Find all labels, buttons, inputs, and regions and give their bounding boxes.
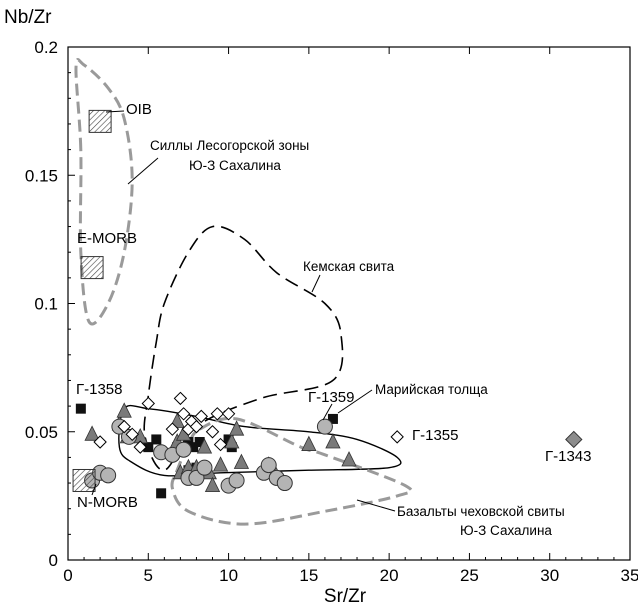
label-oib: OIB bbox=[126, 101, 152, 118]
marker-triangle bbox=[224, 433, 240, 449]
leader-kemskaya bbox=[311, 274, 321, 293]
x-tick-label: 25 bbox=[460, 566, 479, 585]
x-axis-label: Sr/Zr bbox=[324, 586, 367, 605]
marker-circle bbox=[196, 459, 213, 476]
leader-oib bbox=[105, 110, 125, 113]
marker-open-diamond bbox=[173, 391, 188, 406]
marker-hatched-square bbox=[72, 468, 96, 492]
marker-open-diamond bbox=[141, 396, 155, 411]
leader-basalts bbox=[356, 499, 396, 512]
marker-open-diamond bbox=[176, 407, 191, 421]
label-g1359: Г-1359 bbox=[308, 389, 355, 406]
marker-open-diamond bbox=[205, 425, 220, 439]
marker-circle bbox=[260, 457, 277, 474]
marker-triangle bbox=[301, 435, 317, 451]
marker-triangle bbox=[84, 425, 100, 441]
marker-open-diamond bbox=[221, 407, 236, 421]
label-g1358: Г-1358 bbox=[76, 381, 123, 398]
y-tick-label: 0.1 bbox=[34, 295, 58, 314]
marker-hatched-square bbox=[88, 109, 112, 133]
label-basalts-1: Базальты чеховской свиты bbox=[397, 504, 565, 519]
label-basalts-2: Ю-З Сахалина bbox=[460, 523, 552, 538]
marker-square bbox=[143, 442, 154, 453]
x-tick-label: 10 bbox=[219, 566, 238, 585]
marker-open-diamond bbox=[125, 427, 139, 442]
field-outline-4 bbox=[170, 416, 413, 526]
marker-triangle bbox=[325, 433, 341, 449]
x-tick-label: 5 bbox=[144, 566, 153, 585]
marker-square bbox=[194, 437, 205, 448]
data-markers bbox=[72, 109, 583, 499]
x-tick-label: 15 bbox=[299, 566, 318, 585]
marker-circle bbox=[228, 472, 245, 489]
marker-open-diamond bbox=[117, 419, 131, 434]
x-tick-label: 35 bbox=[621, 566, 638, 585]
marker-triangle bbox=[233, 453, 250, 469]
label-nmorb: N-MORB bbox=[77, 494, 138, 511]
marker-triangle bbox=[228, 420, 245, 436]
y-axis-label: Nb/Zr bbox=[4, 7, 52, 28]
y-tick-label: 0.05 bbox=[25, 423, 58, 442]
leader-nmorb bbox=[91, 483, 97, 496]
marker-square bbox=[223, 434, 234, 445]
leader-sills bbox=[127, 157, 159, 185]
label-sills-1: Силлы Лесогорской зоны bbox=[150, 138, 309, 153]
field-outlines bbox=[74, 58, 413, 526]
marker-open-diamond bbox=[165, 422, 180, 436]
x-tick-label: 20 bbox=[380, 566, 399, 585]
marker-open-diamond bbox=[390, 430, 404, 444]
marker-triangle bbox=[204, 476, 221, 493]
field-outline-1 bbox=[74, 58, 134, 326]
marker-open-diamond bbox=[93, 435, 107, 449]
x-tick-label: 0 bbox=[63, 566, 72, 585]
y-tick-label: 0 bbox=[49, 551, 58, 570]
marker-square bbox=[151, 434, 162, 445]
marker-circle bbox=[175, 441, 192, 458]
marker-triangle bbox=[212, 456, 229, 472]
label-kemskaya: Кемская свита bbox=[303, 259, 395, 274]
marker-triangle bbox=[116, 402, 132, 418]
marker-square bbox=[156, 488, 167, 499]
leader-g1359 bbox=[322, 403, 333, 421]
marker-open-diamond bbox=[194, 409, 208, 424]
label-sills-2: Ю-З Сахалина bbox=[189, 158, 281, 173]
leader-mariyskaya bbox=[337, 389, 373, 414]
marker-circle bbox=[316, 418, 333, 435]
marker-open-diamond bbox=[133, 440, 147, 454]
marker-square bbox=[188, 442, 199, 453]
y-tick-label: 0.15 bbox=[25, 166, 58, 185]
label-g1355: Г-1355 bbox=[412, 427, 459, 444]
marker-open-diamond bbox=[189, 419, 204, 434]
marker-filled-diamond bbox=[565, 430, 583, 449]
y-tick-label: 0.2 bbox=[34, 38, 58, 57]
marker-square bbox=[327, 413, 338, 424]
marker-square bbox=[183, 437, 194, 448]
marker-circle bbox=[100, 467, 117, 484]
marker-hatched-square bbox=[80, 256, 104, 280]
plot-area bbox=[67, 46, 631, 561]
axis-ticks: 0 5 10 15 20 25 30 35 0 0.05 0.1 0.15 0.2 bbox=[25, 38, 638, 585]
marker-open-diamond bbox=[210, 407, 225, 421]
marker-triangle bbox=[196, 438, 213, 454]
x-tick-label: 30 bbox=[540, 566, 559, 585]
label-mariyskaya: Марийская толща bbox=[375, 382, 488, 397]
marker-open-diamond bbox=[213, 437, 228, 452]
label-emorb: E-MORB bbox=[77, 230, 137, 247]
marker-square bbox=[75, 403, 86, 414]
label-g1343: Г-1343 bbox=[545, 448, 592, 465]
marker-triangle bbox=[341, 451, 357, 467]
marker-circle bbox=[276, 475, 293, 492]
